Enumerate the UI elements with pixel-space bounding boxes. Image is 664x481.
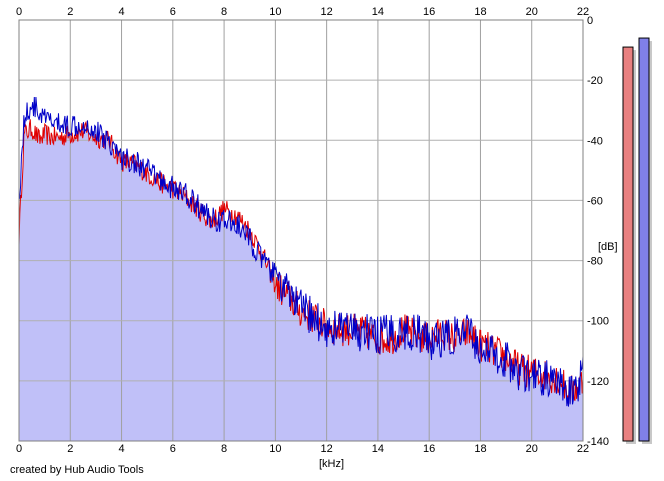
x-tick-labels-bottom: 0 2 4 6 8 10 12 14 16 18 20 22 [16, 443, 589, 455]
y-tick-label: -80 [587, 256, 603, 268]
x-tick-label-bottom: 6 [170, 443, 176, 455]
x-tick-label-top: 12 [321, 6, 333, 18]
y-axis-label: [dB] [598, 241, 618, 253]
level-meter-bar [638, 37, 650, 442]
y-tick-label: -140 [587, 436, 609, 448]
plot-frame [18, 19, 584, 442]
x-tick-label-top: 20 [526, 6, 538, 18]
x-tick-label-bottom: 20 [526, 443, 538, 455]
x-tick-label-top: 2 [67, 6, 73, 18]
x-tick-labels-top: 0 2 4 6 8 10 12 14 16 18 20 22 [16, 6, 589, 18]
level-meters [622, 37, 652, 445]
y-tick-label: -40 [587, 135, 603, 147]
x-tick-label-top: 18 [474, 6, 486, 18]
grid-lines [18, 19, 584, 442]
y-tick-labels: 0 -20 -40 -60 -80 -100 -120 -140 [587, 15, 609, 448]
x-tick-label-top: 4 [118, 6, 124, 18]
spectrum-line-right-channel [18, 96, 584, 407]
x-tick-label-bottom: 12 [321, 443, 333, 455]
y-tick-label: -60 [587, 195, 603, 207]
x-tick-label-bottom: 22 [577, 443, 589, 455]
x-tick-label-top: 10 [269, 6, 281, 18]
spectrum-area-fill [19, 119, 583, 442]
x-tick-label-bottom: 10 [269, 443, 281, 455]
y-tick-label: 0 [587, 15, 593, 27]
level-meter-bar [622, 46, 634, 442]
x-tick-label-bottom: 0 [16, 443, 22, 455]
y-tick-label: -20 [587, 75, 603, 87]
x-tick-label-bottom: 18 [474, 443, 486, 455]
x-tick-label-top: 6 [170, 6, 176, 18]
y-tick-label: -120 [587, 376, 609, 388]
x-tick-label-top: 8 [221, 6, 227, 18]
credit-text: created by Hub Audio Tools [10, 464, 144, 476]
x-tick-label-bottom: 8 [221, 443, 227, 455]
x-tick-label-bottom: 4 [118, 443, 124, 455]
x-tick-label-bottom: 14 [372, 443, 384, 455]
x-tick-label-bottom: 16 [423, 443, 435, 455]
x-tick-label-top: 16 [423, 6, 435, 18]
x-tick-label-top: 0 [16, 6, 22, 18]
x-tick-label-top: 22 [577, 6, 589, 18]
x-tick-label-top: 14 [372, 6, 384, 18]
x-axis-label: [kHz] [319, 458, 344, 470]
y-tick-label: -100 [587, 316, 609, 328]
x-tick-label-bottom: 2 [67, 443, 73, 455]
